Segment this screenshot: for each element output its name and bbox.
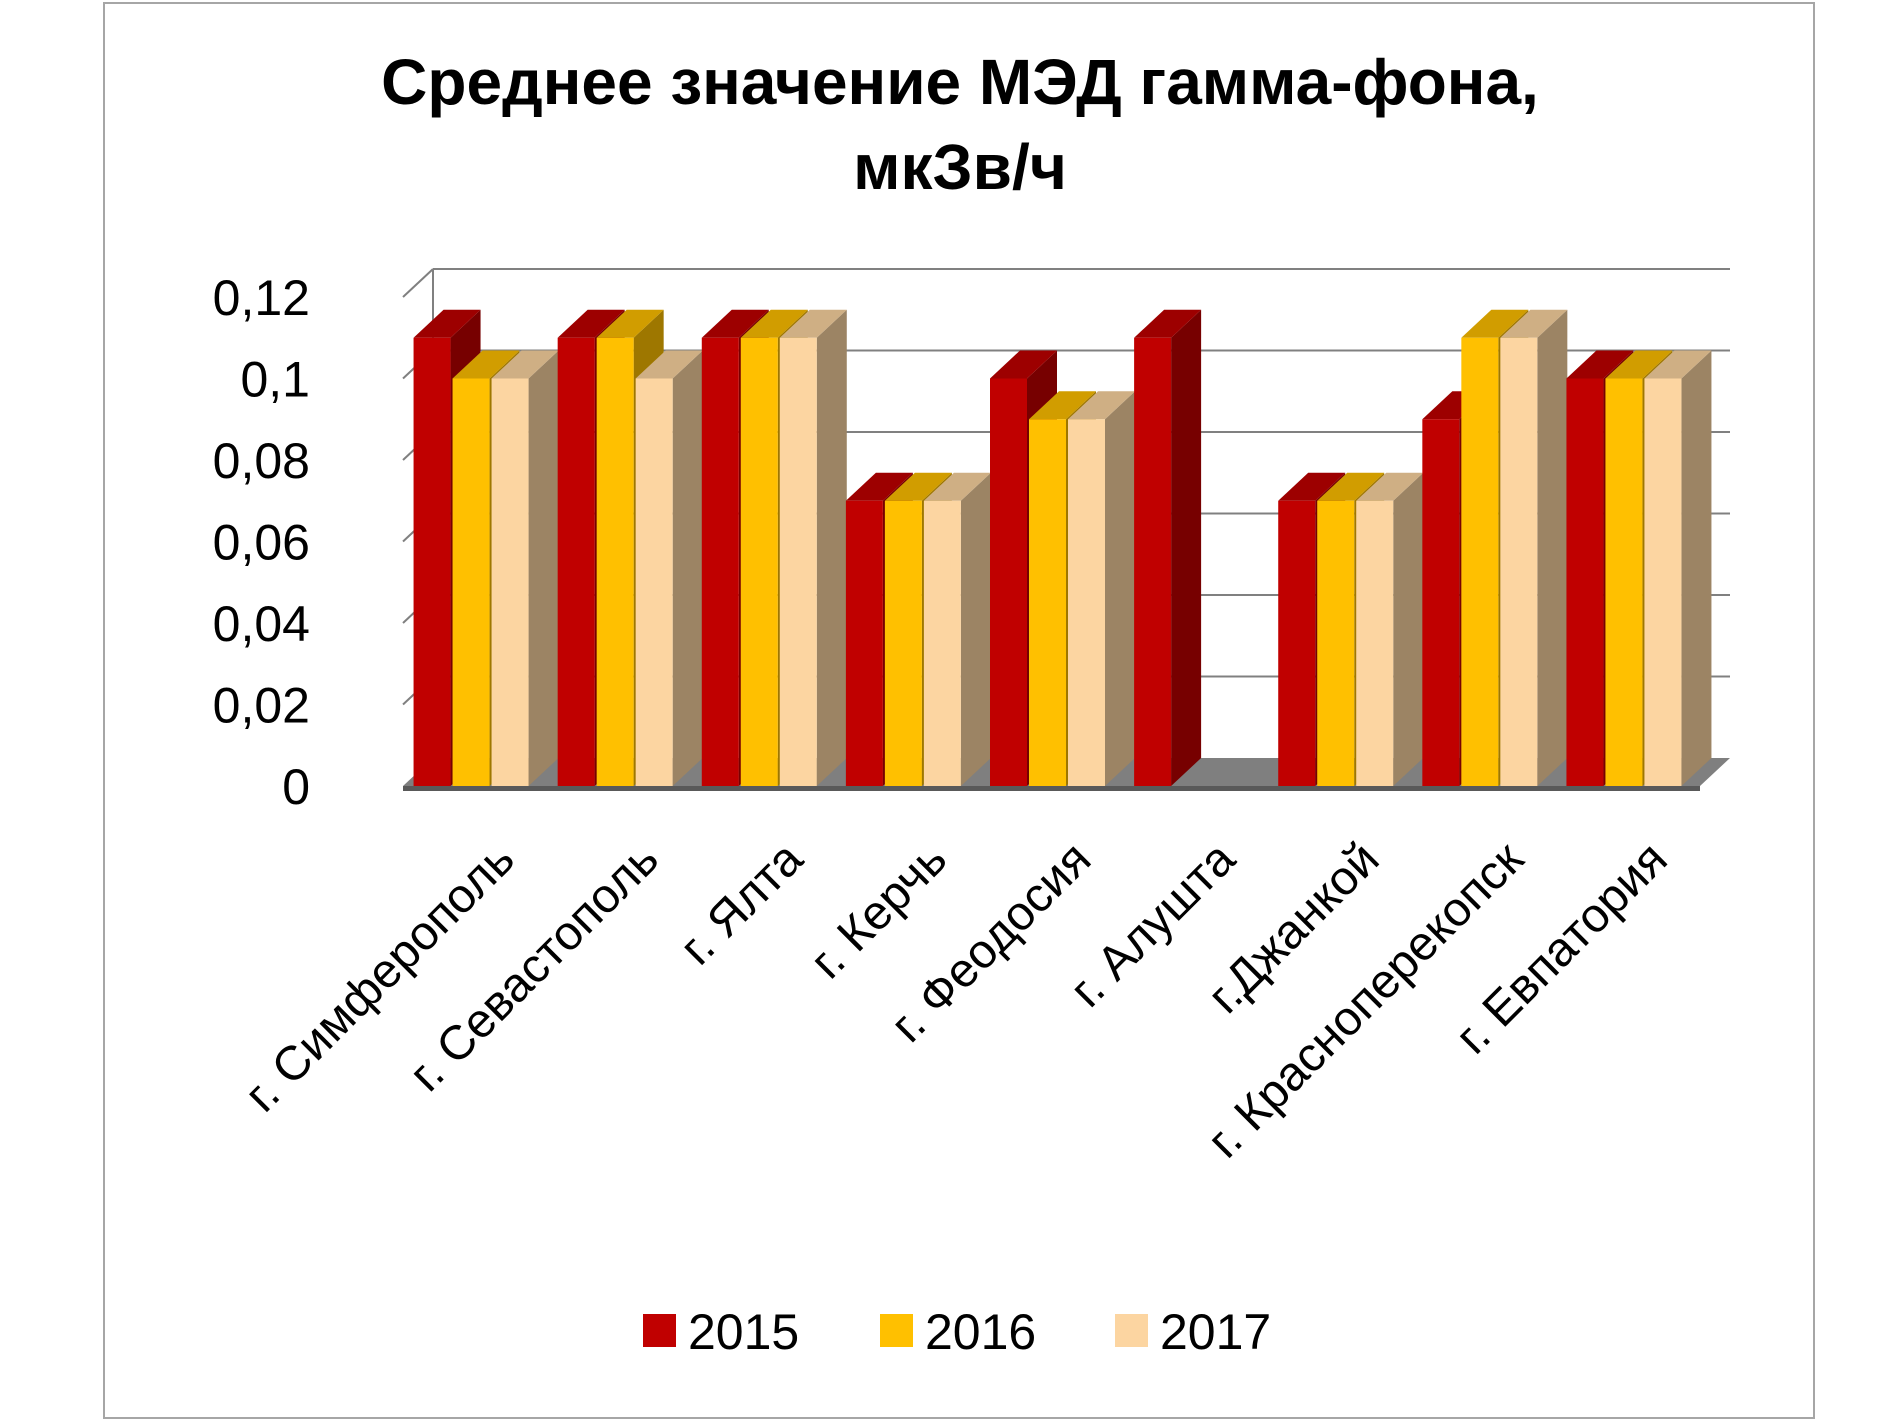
- bar-front: [845, 500, 883, 786]
- bar-top: [557, 309, 625, 338]
- bar-front: [1461, 337, 1499, 786]
- bar-front: [1029, 419, 1066, 786]
- bar-front: [1644, 378, 1682, 786]
- x-category-label: г. Севастополь: [399, 832, 668, 1101]
- legend: 2015 2016 2017: [643, 1304, 1271, 1360]
- bar: [1500, 309, 1568, 786]
- bar-front: [779, 337, 817, 786]
- chart-svg: Среднее значение МЭД гамма-фона, мкЗв/ч 0…: [213, 46, 1730, 1360]
- bar-top: [1644, 350, 1712, 379]
- bar-top: [1029, 391, 1096, 420]
- bar-front: [1317, 500, 1355, 786]
- bar-front: [1566, 378, 1604, 786]
- bar: [491, 350, 559, 786]
- chart-title: Среднее значение МЭД гамма-фона, мкЗв/ч: [381, 46, 1539, 203]
- bar: [779, 309, 847, 786]
- bar-front: [1500, 337, 1538, 786]
- bar-side: [1681, 350, 1712, 786]
- y-tick-label: 0,08: [213, 433, 310, 489]
- legend-swatch: [1115, 1314, 1148, 1347]
- gridline-side: [402, 268, 434, 298]
- bar-top: [1134, 309, 1202, 338]
- bar-top: [452, 350, 520, 379]
- bar-side: [672, 350, 703, 786]
- y-tick-label: 0: [282, 759, 310, 815]
- bar-top: [990, 350, 1057, 379]
- bar: [635, 350, 703, 786]
- chart-title-line: Среднее значение МЭД гамма-фона,: [381, 46, 1539, 118]
- bar-front: [596, 337, 634, 786]
- y-tick-label: 0,04: [213, 596, 310, 652]
- legend-item: 2015: [643, 1304, 799, 1360]
- legend-item: 2017: [1115, 1304, 1271, 1360]
- bar-top: [1461, 309, 1529, 338]
- bar-front: [557, 337, 595, 786]
- y-tick-label: 0,12: [213, 270, 310, 326]
- bar: [923, 472, 991, 786]
- bar-side: [1537, 309, 1568, 786]
- bar-side: [1105, 391, 1135, 786]
- bar-front: [923, 500, 961, 786]
- bar: [1068, 391, 1135, 786]
- legend-label: 2016: [925, 1304, 1036, 1360]
- y-tick-label: 0,06: [213, 515, 310, 571]
- bar-top: [1278, 472, 1346, 501]
- bar-top: [779, 309, 847, 338]
- floor-edge: [403, 786, 1700, 791]
- bar-top: [1500, 309, 1568, 338]
- bar-top: [740, 309, 808, 338]
- y-tick-label: 0,1: [240, 352, 310, 408]
- legend-label: 2017: [1160, 1304, 1271, 1360]
- bar-front: [990, 378, 1027, 786]
- legend-swatch: [643, 1314, 676, 1347]
- bar-top: [635, 350, 703, 379]
- bar-top: [923, 472, 991, 501]
- bar-front: [491, 378, 529, 786]
- bar-front: [701, 337, 739, 786]
- bar-front: [1134, 337, 1172, 786]
- bar-side: [960, 472, 991, 786]
- bars: [413, 309, 1712, 786]
- bar-top: [1356, 472, 1424, 501]
- bar-side: [528, 350, 559, 786]
- bar-front: [884, 500, 922, 786]
- bar-top: [701, 309, 769, 338]
- bar-front: [740, 337, 778, 786]
- bar-front: [1278, 500, 1316, 786]
- bar-top: [1317, 472, 1385, 501]
- bar: [1134, 309, 1202, 786]
- bar-front: [1422, 419, 1460, 786]
- bar: [1644, 350, 1712, 786]
- bar-top: [845, 472, 913, 501]
- bar-top: [413, 309, 481, 338]
- bar: [1356, 472, 1424, 786]
- bar-top: [1605, 350, 1673, 379]
- bar-top: [1068, 391, 1135, 420]
- bar-front: [452, 378, 490, 786]
- bar-front: [635, 378, 673, 786]
- bar-side: [1393, 472, 1424, 786]
- bar-top: [884, 472, 952, 501]
- x-category-label: г. Симферополь: [235, 832, 525, 1122]
- y-axis-ticks: 0 0,02 0,04 0,06 0,08 0,1 0,12: [213, 270, 310, 815]
- legend-swatch: [880, 1314, 913, 1347]
- bar-top: [1566, 350, 1634, 379]
- bar-front: [1605, 378, 1643, 786]
- bar-top: [491, 350, 559, 379]
- bar-front: [413, 337, 451, 786]
- chart-frame: Среднее значение МЭД гамма-фона, мкЗв/ч 0…: [103, 2, 1815, 1419]
- legend-label: 2015: [688, 1304, 799, 1360]
- x-category-label: г. Ялта: [670, 832, 813, 975]
- bar-front: [1068, 419, 1105, 786]
- bar-side: [1171, 309, 1202, 786]
- legend-item: 2016: [880, 1304, 1036, 1360]
- bar-front: [1356, 500, 1394, 786]
- chart-title-line: мкЗв/ч: [853, 131, 1067, 203]
- bar-side: [816, 309, 847, 786]
- y-tick-label: 0,02: [213, 678, 310, 734]
- bar-top: [596, 309, 664, 338]
